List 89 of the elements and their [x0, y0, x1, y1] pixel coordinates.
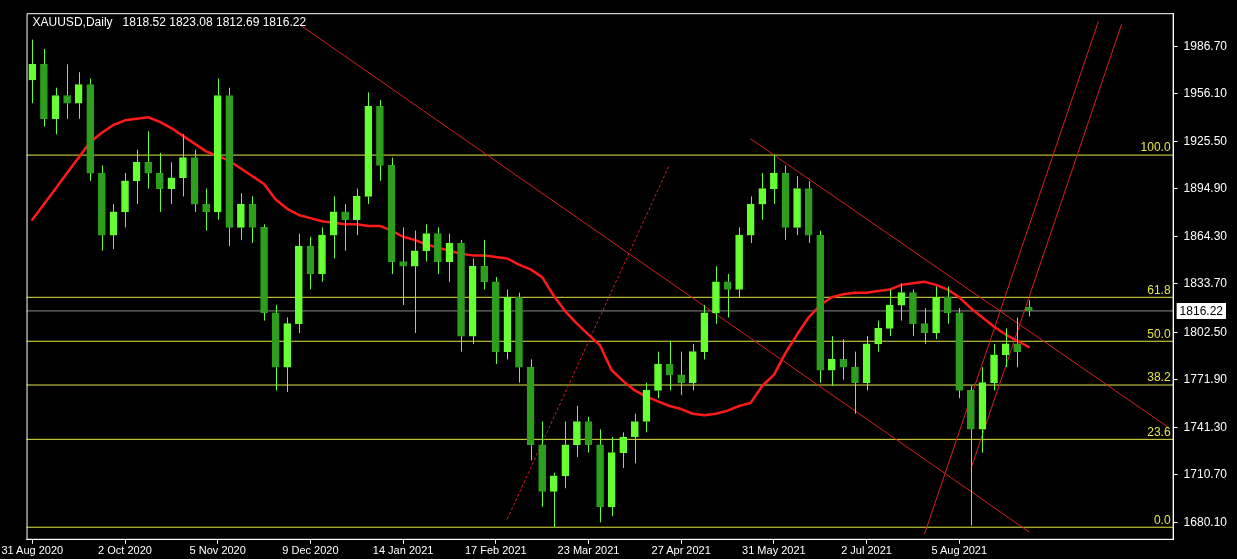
y-tick-label: 1864.30: [1183, 228, 1228, 243]
candlestick: [631, 413, 639, 464]
candlestick: [758, 172, 767, 221]
candlestick: [399, 226, 407, 306]
y-tick-label: 1741.30: [1183, 419, 1228, 434]
annotation: 0.0: [1153, 512, 1171, 527]
candlestick: [874, 320, 882, 353]
candlestick: [909, 289, 917, 337]
x-tick-label: 2 Jul 2021: [841, 544, 892, 557]
annotation: 23.6: [1147, 424, 1171, 439]
candlestick: [573, 405, 581, 458]
annotation: 50.0: [1147, 326, 1171, 341]
candlestick: [1024, 299, 1033, 317]
candlestick: [723, 273, 732, 318]
x-tick-label: 14 Jan 2021: [372, 544, 434, 557]
x-tick-label: 5 Aug 2021: [931, 544, 988, 557]
x-tick-label: 2 Oct 2020: [98, 544, 152, 557]
candlestick: [225, 87, 234, 247]
candlestick: [491, 276, 500, 365]
candlestick: [179, 133, 187, 197]
x-tick-label: 31 May 2021: [742, 544, 806, 557]
candlestick: [480, 239, 489, 291]
ref-line-label: 1816.22: [1179, 304, 1224, 319]
annotation: 38.2: [1147, 370, 1171, 385]
candlestick: [561, 421, 570, 489]
candlestick: [619, 431, 628, 469]
candlestick: [294, 233, 303, 334]
y-tick-label: 1925.50: [1183, 133, 1228, 148]
candlestick: [422, 223, 431, 263]
candlestick: [549, 472, 558, 528]
chart-title: XAUUSD,Daily: [32, 14, 113, 29]
annotation: 61.8: [1147, 282, 1171, 297]
candlestick: [538, 421, 546, 508]
x-tick-label: 9 Dec 2020: [282, 544, 339, 557]
candlestick: [434, 226, 442, 275]
candlestick: [967, 385, 975, 527]
annotation: 100.0: [1140, 140, 1171, 155]
x-tick-label: 27 Apr 2021: [651, 544, 711, 557]
y-tick-label: 1986.70: [1183, 38, 1228, 53]
candlestick: [770, 153, 778, 205]
y-tick-label: 1710.70: [1183, 467, 1228, 482]
candlestick: [237, 192, 245, 241]
candlestick: [816, 230, 825, 384]
chart-subtitle: 1818.52 1823.08 1812.69 1816.22: [122, 14, 307, 29]
y-tick-label: 1771.90: [1183, 372, 1228, 387]
candlestick: [28, 39, 37, 104]
candlestick: [885, 289, 894, 337]
candlestick: [712, 265, 720, 325]
y-tick-label: 1956.10: [1183, 86, 1228, 101]
candlestick: [596, 428, 604, 523]
candlestick: [804, 180, 813, 244]
candlestick: [688, 343, 697, 391]
candlestick: [202, 188, 210, 232]
candlestick: [74, 71, 83, 120]
candlestick: [283, 316, 292, 393]
candlestick: [98, 164, 106, 252]
candlestick: [260, 223, 268, 322]
candlestick: [167, 161, 176, 205]
candlestick: [376, 99, 384, 182]
candlestick: [63, 63, 71, 120]
candlestick: [851, 351, 859, 415]
x-tick-label: 5 Nov 2020: [189, 544, 246, 557]
candlestick: [932, 285, 940, 340]
candlestick: [793, 175, 801, 236]
candlestick: [978, 366, 987, 454]
candlestick: [352, 188, 361, 236]
x-tick-label: 17 Feb 2021: [464, 544, 527, 557]
candlestick: [410, 230, 419, 334]
x-tick-label: 23 Mar 2021: [557, 544, 620, 557]
candlestick: [40, 48, 48, 128]
y-tick-label: 1833.70: [1183, 276, 1228, 291]
candlestick: [654, 351, 662, 399]
candlestick: [700, 304, 709, 360]
candlestick: [121, 172, 129, 228]
y-tick-label: 1894.90: [1183, 181, 1228, 196]
candlestick: [746, 195, 755, 244]
x-tick-label: 31 Aug 2020: [1, 544, 64, 557]
candlestick: [735, 226, 743, 298]
candlestick: [457, 239, 465, 353]
candlestick: [943, 285, 952, 325]
y-tick-label: 1680.10: [1183, 514, 1228, 529]
candlestick: [213, 77, 222, 221]
candlestick: [86, 77, 95, 182]
candlestick: [990, 343, 998, 391]
candlestick: [515, 292, 523, 384]
candlestick: [155, 152, 164, 213]
candlestick: [955, 307, 964, 399]
y-tick-label: 1802.50: [1183, 324, 1228, 339]
candlestick: [318, 226, 326, 283]
